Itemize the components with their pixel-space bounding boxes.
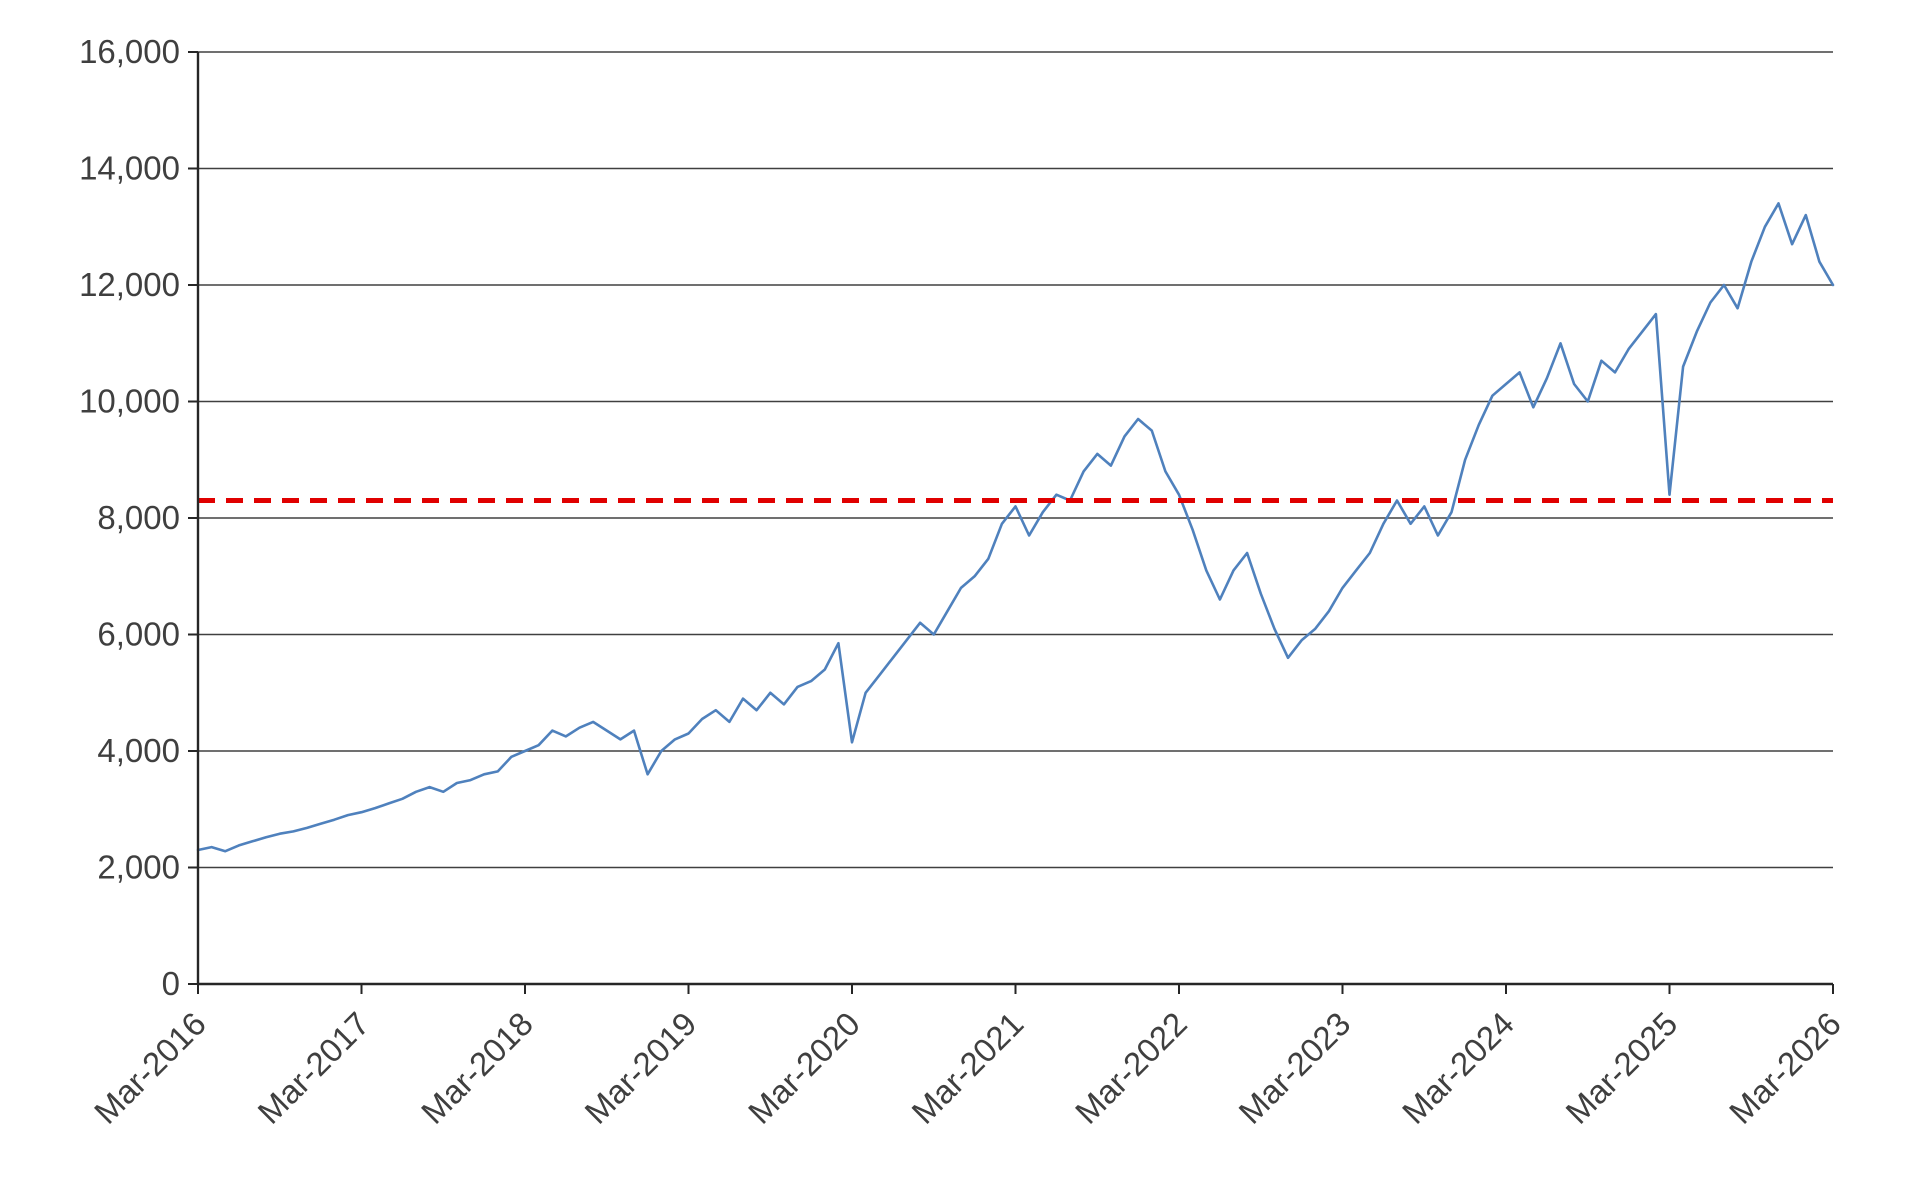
- gridlines: [198, 51, 1833, 985]
- y-tick-label: 4,000: [97, 732, 180, 769]
- y-tick-label: 2,000: [97, 849, 180, 886]
- y-tick-label: 16,000: [79, 33, 180, 70]
- series-line: [196, 202, 1835, 853]
- y-tick-label: 6,000: [97, 616, 180, 653]
- y-tick-label: 14,000: [79, 150, 180, 187]
- y-axis-ticks-labels: 0 2,000 4,000 6,000 8,000 10,000 12,000 14,000 1…: [79, 33, 198, 1002]
- y-tick-label: 10,000: [79, 383, 180, 420]
- y-tick-label: 12,000: [79, 266, 180, 303]
- y-tick-label: 8,000: [97, 499, 180, 536]
- y-tick-label: 0: [162, 965, 180, 1002]
